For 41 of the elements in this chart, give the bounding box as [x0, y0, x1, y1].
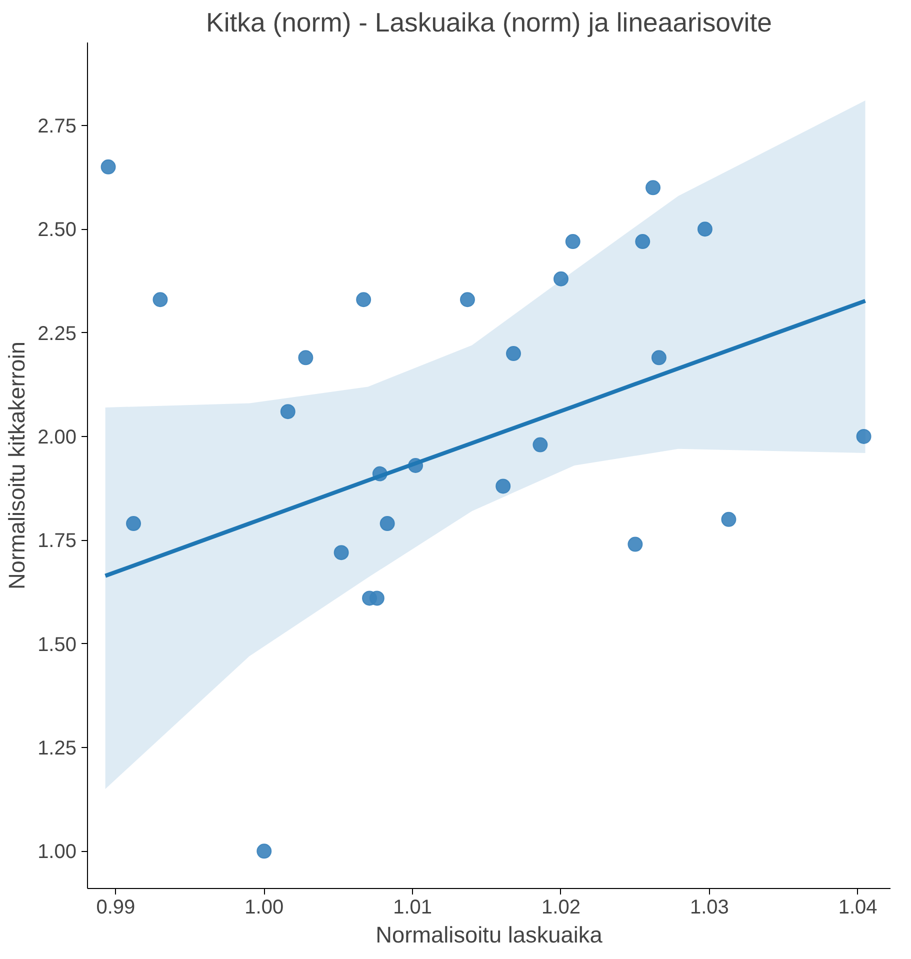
point — [380, 516, 395, 532]
point — [369, 590, 384, 606]
point — [697, 222, 712, 237]
point — [651, 350, 666, 366]
point — [460, 292, 475, 308]
chart-title: Kitka (norm) - Laskuaika (norm) ja lineaarisovite — [206, 8, 772, 38]
x-tick-label: 1.00 — [244, 896, 284, 918]
line-series — [103, 298, 868, 578]
x-tick-label: 1.01 — [393, 896, 432, 918]
point — [646, 180, 661, 196]
y-tick-label: 2.75 — [38, 115, 77, 138]
point — [298, 350, 314, 366]
point — [152, 292, 168, 308]
y-tick-label: 1.25 — [38, 738, 77, 760]
point — [565, 234, 580, 250]
point — [635, 234, 650, 250]
y-axis-title: Normalisoitu kitkakerroin — [4, 341, 30, 590]
point — [356, 292, 372, 308]
y-tick-label: 1.00 — [38, 841, 77, 864]
x-tick-label: 1.04 — [838, 896, 878, 918]
point — [506, 346, 521, 362]
point — [532, 437, 548, 452]
y-tick-label: 2.50 — [38, 219, 77, 242]
y-tick-label: 2.25 — [38, 322, 77, 345]
x-tick-label: 1.02 — [542, 896, 580, 918]
x-axis-title: Normalisoitu laskuaika — [376, 922, 603, 948]
point — [721, 512, 736, 527]
point — [280, 404, 296, 420]
y-tick-label: 1.50 — [38, 634, 77, 656]
point — [334, 545, 349, 560]
y-tick-label: 1.75 — [38, 530, 77, 552]
point — [256, 844, 272, 859]
x-tick-label: 0.99 — [96, 896, 136, 918]
point — [126, 516, 142, 532]
point — [553, 271, 568, 286]
x-tick-label: 1.03 — [690, 896, 729, 918]
y-tick-label: 2.00 — [38, 426, 77, 448]
point — [496, 478, 511, 494]
point — [628, 536, 643, 552]
point — [100, 159, 116, 174]
point — [856, 428, 872, 444]
